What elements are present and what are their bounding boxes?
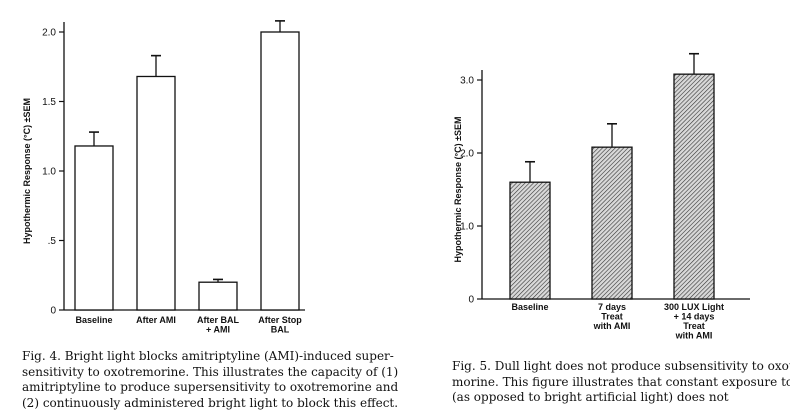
bar-3 — [198, 281, 238, 311]
category-label-3: 300 LUX Light — [664, 302, 724, 312]
bar-3 — [673, 73, 715, 300]
caption-line: (as opposed to bright artificial light) … — [452, 390, 729, 405]
caption-line: sensitivity to oxotremorine. This illust… — [22, 364, 399, 379]
category-label-1: Baseline — [511, 302, 548, 312]
category-label-2: After AMI — [136, 315, 176, 325]
y-tick-label: 1.5 — [42, 97, 56, 108]
y-tick-label: 2.0 — [460, 149, 474, 160]
figure-5-caption: Fig. 5. Dull light does not produce subs… — [452, 359, 790, 406]
category-label-3: + AMI — [206, 325, 230, 335]
bar-2 — [591, 146, 633, 300]
category-label-2: Treat — [601, 312, 623, 322]
category-label-4: After Stop — [258, 315, 302, 325]
y-tick-label: 0 — [50, 306, 56, 317]
bar-1 — [74, 145, 114, 311]
caption-line: Fig. 4. Bright light blocks amitriptylin… — [22, 349, 394, 363]
figure-5-chart: 0 1.0 2.0 3.0 Hypothermic Response (°C) ±SEM… — [453, 52, 750, 341]
y-axis-label: Hypothermic Response (°C) ±SEM — [453, 116, 463, 262]
bar-4 — [260, 31, 300, 311]
category-label-3: After BAL — [197, 315, 240, 325]
y-tick-label: 3.0 — [460, 76, 474, 87]
caption-line: Fig. 5. Dull light does not produce subs… — [452, 359, 790, 373]
category-label-1: Baseline — [75, 315, 112, 325]
caption-line: morine. This figure illustrates that con… — [452, 374, 790, 389]
y-tick-label: 2.0 — [42, 28, 56, 39]
y-tick-label: 1.0 — [460, 222, 474, 233]
caption-line: amitriptyline to produce supersensitivit… — [22, 380, 399, 395]
category-label-2: 7 days — [598, 302, 626, 312]
y-tick-label: .5 — [48, 236, 57, 247]
y-tick-label: 1.0 — [42, 167, 56, 178]
category-label-3: with AMI — [675, 331, 713, 341]
figure-4-chart: 0 .5 1.0 1.5 2.0 Hypothermic Response (°C) ±S… — [22, 20, 305, 335]
figure-4-caption: Fig. 4. Bright light blocks amitriptylin… — [22, 349, 398, 411]
category-label-2: with AMI — [593, 321, 631, 331]
y-tick-label: 0 — [468, 295, 474, 306]
bar-1 — [509, 181, 551, 300]
bar-2 — [136, 75, 176, 311]
category-label-3: Treat — [683, 321, 705, 331]
caption-line: (2) continuously administered bright lig… — [22, 395, 399, 410]
category-label-3: + 14 days — [674, 312, 715, 322]
category-label-4: BAL — [271, 325, 290, 335]
y-axis-label: Hypothermic Response (°C) ±SEM — [22, 98, 32, 244]
